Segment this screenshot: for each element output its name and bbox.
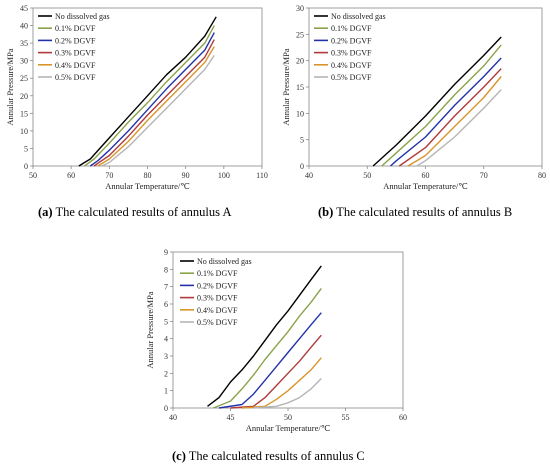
legend-entry: 0.5% DGVF [55, 73, 96, 82]
series-line-5 [416, 89, 502, 167]
series-line-1 [84, 25, 215, 167]
x-tick-label: 110 [256, 171, 268, 180]
y-tick-label: 15 [296, 83, 304, 92]
legend-entry: 0.2% DGVF [55, 36, 96, 45]
legend-entry: No dissolved gas [55, 12, 110, 21]
x-tick-label: 90 [182, 171, 190, 180]
x-tick-label: 60 [399, 413, 407, 422]
series-line-0 [207, 265, 322, 407]
y-tick-label: 2 [164, 369, 168, 378]
y-tick-label: 20 [296, 57, 304, 66]
legend-entry: 0.5% DGVF [197, 318, 238, 327]
legend-entry: 0.3% DGVF [197, 294, 238, 303]
legend-entry: 0.4% DGVF [197, 306, 238, 315]
y-tick-label: 40 [20, 22, 28, 31]
y-tick-label: 15 [20, 109, 28, 118]
y-tick-label: 20 [20, 92, 28, 101]
y-tick-label: 3 [164, 352, 168, 361]
legend-entry: 0.5% DGVF [331, 73, 372, 82]
x-tick-label: 50 [29, 171, 37, 180]
series-line-1 [213, 287, 322, 409]
series-line-3 [230, 334, 322, 409]
series-line-0 [372, 36, 502, 167]
series-line-2 [390, 57, 502, 167]
legend-entry: 0.3% DGVF [55, 49, 96, 58]
y-tick-label: 10 [20, 127, 28, 136]
legend-entry: 0.4% DGVF [331, 61, 372, 70]
y-tick-label: 5 [300, 136, 304, 145]
y-axis-label: Annular Pressure/MPa [281, 48, 291, 125]
y-tick-label: 9 [164, 248, 168, 257]
legend-entry: 0.3% DGVF [331, 49, 372, 58]
x-tick-label: 45 [227, 413, 235, 422]
y-tick-label: 35 [20, 39, 28, 48]
y-tick-label: 45 [20, 4, 28, 13]
x-tick-label: 40 [305, 171, 313, 180]
y-tick-label: 25 [20, 74, 28, 83]
caption-annulus-c: (c) The calculated results of annulus C [172, 449, 365, 463]
y-tick-label: 25 [296, 30, 304, 39]
series-line-2 [89, 32, 215, 167]
y-tick-label: 5 [24, 144, 28, 153]
legend-entry: No dissolved gas [197, 257, 252, 266]
series-line-5 [253, 378, 322, 409]
x-tick-label: 40 [169, 413, 177, 422]
legend-entry: 0.1% DGVF [331, 24, 372, 33]
y-tick-label: 0 [300, 162, 304, 171]
series-line-2 [218, 312, 322, 409]
legend-entry: 0.2% DGVF [331, 36, 372, 45]
y-tick-label: 10 [296, 109, 304, 118]
legend-entry: No dissolved gas [331, 12, 386, 21]
series-line-0 [78, 16, 217, 167]
x-tick-label: 100 [218, 171, 230, 180]
chart-annulus-b: 40 50 60 70 80 0 5 10 15 20 25 30 Annular Temperatur… [281, 4, 546, 191]
y-axis-label: Annular Pressure/MPa [5, 48, 15, 125]
series-line-1 [381, 44, 502, 167]
y-tick-label: 5 [164, 317, 168, 326]
x-tick-label: 50 [284, 413, 292, 422]
y-tick-label: 4 [164, 335, 168, 344]
y-tick-label: 0 [164, 404, 168, 413]
x-axis-label: Annular Temperature/℃ [383, 181, 468, 191]
y-tick-label: 30 [296, 4, 304, 13]
y-tick-label: 30 [20, 57, 28, 66]
legend-entry: 0.2% DGVF [197, 281, 238, 290]
x-tick-label: 50 [363, 171, 371, 180]
x-axis-label: Annular Temperature/℃ [105, 181, 190, 191]
chart-annulus-a: 50 60 70 80 90 100 110 0 5 10 15 20 25 30 35 40 45 Annula… [5, 4, 268, 191]
y-tick-label: 1 [164, 387, 168, 396]
x-axis-label: Annular Temperature/℃ [246, 423, 331, 433]
y-tick-label: 6 [164, 300, 168, 309]
y-tick-label: 0 [24, 162, 28, 171]
x-tick-label: 70 [480, 171, 488, 180]
legend-entry: 0.1% DGVF [197, 269, 238, 278]
legend-entry: 0.1% DGVF [55, 24, 96, 33]
x-tick-label: 55 [342, 413, 350, 422]
x-tick-label: 80 [538, 171, 546, 180]
y-axis-label: Annular Pressure/MPa [145, 291, 155, 368]
x-tick-label: 70 [105, 171, 113, 180]
series-line-3 [398, 68, 502, 167]
legend-entry: 0.4% DGVF [55, 61, 96, 70]
series-line-4 [241, 357, 322, 409]
y-tick-label: 7 [164, 283, 168, 292]
x-tick-label: 60 [422, 171, 430, 180]
x-tick-label: 60 [67, 171, 75, 180]
caption-annulus-a: (a) The calculated results of annulus A [38, 205, 232, 219]
series-line-4 [407, 76, 502, 167]
series-line-5 [101, 55, 215, 167]
caption-annulus-b: (b) The calculated results of annulus B [318, 205, 513, 219]
series-line-3 [93, 39, 215, 167]
y-tick-label: 8 [164, 265, 168, 274]
series-line-4 [97, 46, 215, 167]
x-tick-label: 80 [144, 171, 152, 180]
